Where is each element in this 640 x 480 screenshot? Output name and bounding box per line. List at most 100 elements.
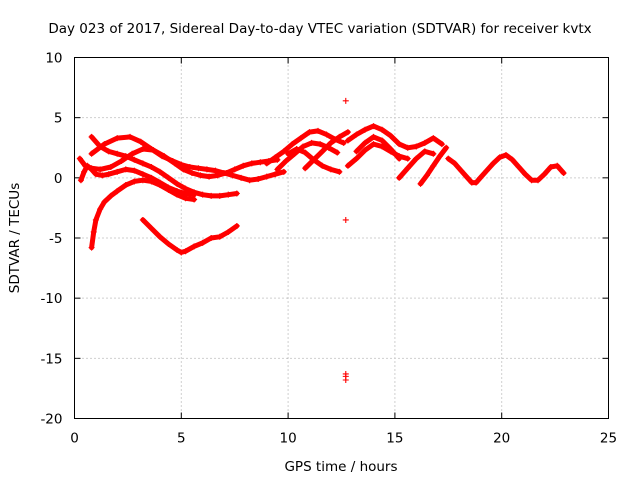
data-point: [114, 168, 121, 175]
data-point: [92, 171, 99, 178]
chart-title: Day 023 of 2017, Sidereal Day-to-day VTE…: [48, 21, 591, 37]
data-point: [257, 159, 264, 166]
data-point: [477, 174, 484, 181]
y-tick-label: 5: [54, 111, 63, 127]
data-point: [315, 127, 322, 134]
data-point: [515, 164, 522, 171]
data-point: [122, 153, 129, 160]
data-point: [353, 155, 360, 162]
data-point: [370, 133, 377, 140]
data-point: [122, 182, 129, 189]
data-point: [396, 155, 403, 162]
data-point: [92, 216, 99, 223]
series-band: [140, 217, 240, 255]
data-point: [547, 164, 554, 171]
series-arc-f: [139, 216, 240, 256]
data-point: [396, 174, 403, 181]
series-band: [345, 123, 445, 151]
data-point: [387, 145, 394, 152]
data-point: [560, 170, 567, 177]
data-point: [233, 222, 240, 229]
data-point: [319, 148, 326, 155]
data-point: [101, 141, 108, 148]
data-point: [528, 177, 535, 184]
data-point: [274, 166, 281, 173]
data-point: [233, 190, 240, 197]
series-arc-n: [396, 148, 437, 181]
series-arc-c: [88, 133, 287, 184]
grid: [74, 57, 609, 419]
data-point: [430, 135, 437, 142]
data-point: [490, 160, 497, 167]
data-point: [361, 139, 368, 146]
data-point: [421, 139, 428, 146]
data-point: [174, 191, 181, 198]
data-point: [438, 141, 445, 148]
series-arc-e: [88, 177, 198, 251]
data-point: [105, 148, 112, 155]
data-point: [342, 97, 349, 104]
data-point: [430, 162, 437, 169]
data-point: [114, 135, 121, 142]
data-point: [340, 139, 347, 146]
y-tick-label: 10: [45, 51, 62, 67]
data-point: [317, 141, 324, 148]
data-point: [178, 249, 185, 256]
data-point: [178, 161, 185, 168]
data-point: [186, 164, 193, 171]
data-point: [139, 160, 146, 167]
data-point: [122, 166, 129, 173]
data-point: [280, 148, 287, 155]
series-band: [89, 177, 197, 251]
data-point: [404, 144, 411, 151]
data-point: [361, 126, 368, 133]
data-point: [107, 164, 114, 171]
data-point: [263, 160, 270, 167]
data-point: [379, 126, 386, 133]
data-point: [195, 165, 202, 172]
data-point: [280, 168, 287, 175]
data-point: [156, 168, 163, 175]
data-point: [404, 165, 411, 172]
data-point: [327, 139, 334, 146]
series-band: [302, 129, 351, 171]
data-point: [165, 241, 172, 248]
data-point: [502, 151, 509, 158]
data-point: [436, 153, 443, 160]
data-point: [458, 167, 465, 174]
data-point: [203, 166, 210, 173]
data-point: [76, 155, 83, 162]
data-point: [182, 248, 189, 255]
series-arc-k: [344, 123, 445, 151]
data-point: [131, 167, 138, 174]
data-point: [208, 192, 215, 199]
data-point: [417, 180, 424, 187]
data-point: [308, 139, 315, 146]
data-point: [293, 145, 300, 152]
x-tick-label: 0: [70, 431, 79, 447]
data-point: [443, 144, 450, 151]
series-arc-o: [417, 144, 450, 187]
y-tick-label: -10: [40, 291, 62, 307]
data-point: [535, 177, 542, 184]
series-arc-p: [445, 151, 567, 186]
data-point: [84, 162, 91, 169]
data-point: [263, 173, 270, 180]
x-tick-label: 10: [280, 431, 297, 447]
data-point: [216, 192, 223, 199]
data-point: [174, 180, 181, 187]
data-point: [379, 143, 386, 150]
data-point: [297, 135, 304, 142]
data-point: [300, 143, 307, 150]
data-point: [248, 160, 255, 167]
data-point: [97, 166, 104, 173]
data-point: [483, 167, 490, 174]
series-band: [264, 128, 347, 166]
data-point: [139, 216, 146, 223]
data-point: [541, 171, 548, 178]
data-point: [199, 239, 206, 246]
data-point: [99, 172, 106, 179]
data-point: [310, 156, 317, 163]
series-band: [445, 152, 567, 186]
